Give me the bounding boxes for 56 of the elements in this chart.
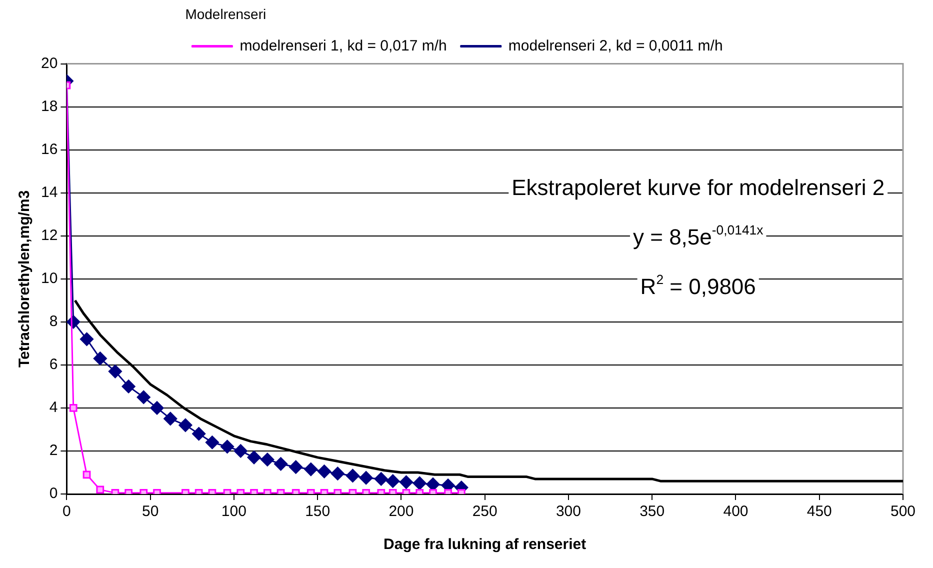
y-tick-label: 18: [40, 98, 58, 115]
point: [150, 401, 164, 415]
x-tick-label: 400: [723, 503, 748, 520]
point: [289, 460, 303, 474]
x-tick-label: 250: [472, 503, 498, 520]
point: [164, 412, 178, 426]
x-tick-label: 500: [890, 503, 916, 520]
point: [274, 457, 288, 471]
point: [386, 474, 400, 488]
y-tick-label: 12: [40, 227, 58, 244]
y-tick-label: 14: [40, 184, 58, 201]
point: [108, 364, 122, 378]
point: [234, 444, 248, 458]
point: [318, 464, 332, 478]
point: [205, 436, 219, 450]
annotation: Ekstrapoleret kurve for modelrenseri 2: [512, 175, 885, 200]
y-tick-label: 8: [49, 313, 58, 330]
x-tick-label: 350: [640, 503, 665, 520]
point: [136, 390, 150, 404]
point: [330, 466, 344, 480]
point: [399, 475, 413, 489]
point: [304, 462, 318, 476]
point: [346, 468, 360, 482]
y-axis-title: Tetrachlorethylen,mg/m3: [16, 190, 34, 368]
point: [412, 476, 426, 490]
y-tick-label: 10: [40, 270, 58, 288]
x-tick-label: 150: [305, 503, 330, 520]
x-tick-label: 100: [221, 503, 246, 520]
point: [178, 418, 192, 432]
legend-label: modelrenseri 1, kd = 0,017 m/h: [240, 37, 447, 54]
x-axis-title: Dage fra lukning af renseriet: [384, 536, 586, 554]
point: [192, 427, 206, 441]
y-tick-label: 0: [49, 485, 58, 502]
point: [69, 404, 78, 412]
point: [96, 486, 104, 494]
point: [359, 471, 373, 485]
point: [82, 470, 91, 479]
x-tick-label: 450: [806, 503, 832, 520]
legend-label: modelrenseri 2, kd = 0,0011 m/h: [508, 37, 723, 54]
x-tick-label: 0: [62, 503, 71, 520]
point: [122, 380, 136, 394]
point: [80, 332, 94, 346]
y-tick-label: 16: [40, 140, 58, 158]
point: [93, 352, 107, 366]
x-tick-label: 200: [388, 503, 414, 520]
point: [247, 450, 261, 464]
point: [260, 452, 274, 466]
x-tick-label: 50: [142, 503, 159, 520]
y-tick-label: 4: [49, 399, 58, 416]
x-tick-label: 300: [556, 503, 581, 520]
y-tick-label: 6: [49, 356, 58, 374]
legend-title: Modelrenseri: [185, 6, 266, 22]
point: [374, 472, 388, 486]
y-tick-label: 2: [49, 442, 58, 460]
point: [220, 440, 234, 454]
y-tick-label: 20: [40, 54, 58, 72]
